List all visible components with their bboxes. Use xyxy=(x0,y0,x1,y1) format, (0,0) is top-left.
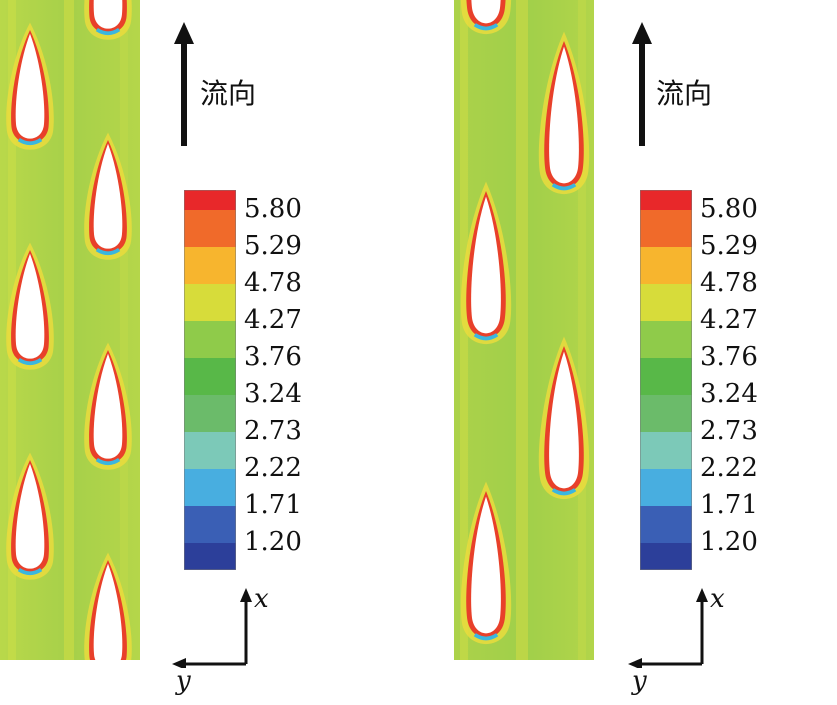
colorbar-label-10: 1.20 xyxy=(244,527,302,557)
colorbar-label-9: 1.71 xyxy=(700,490,758,520)
colorbar-swatch-9 xyxy=(640,469,692,506)
colorbar-swatch-7 xyxy=(640,395,692,432)
colorbar xyxy=(640,190,692,570)
colorbar-label-7: 2.73 xyxy=(244,416,302,446)
colorbar-label-10: 1.20 xyxy=(700,527,758,557)
colorbar-swatch-6 xyxy=(640,358,692,395)
colorbar-label-2: 5.29 xyxy=(700,231,758,261)
colorbar-label-2: 5.29 xyxy=(244,231,302,261)
colorbar-label-4: 4.27 xyxy=(244,305,302,335)
flow-direction-label: 流向 xyxy=(656,77,713,110)
colorbar-swatch-8 xyxy=(184,432,236,469)
colorbar-label-3: 4.78 xyxy=(244,268,302,298)
colorbar-swatch-2 xyxy=(640,210,692,247)
colorbar-swatch-9 xyxy=(184,469,236,506)
colorbar-label-4: 4.27 xyxy=(700,305,758,335)
colorbar-swatch-4 xyxy=(184,284,236,321)
y-axis-label: y xyxy=(632,666,647,696)
axis-arrows xyxy=(628,588,708,668)
colorbar-swatch-3 xyxy=(184,247,236,284)
left-panel: 流向 5.80 5.29 4.78 4.27 3.76 3.24 2.73 2.… xyxy=(0,0,410,705)
colorbar-label-6: 3.24 xyxy=(244,379,302,409)
colorbar-swatch-10 xyxy=(184,506,236,543)
colorbar-label-6: 3.24 xyxy=(700,379,758,409)
colorbar-label-3: 4.78 xyxy=(700,268,758,298)
colorbar-swatch-6 xyxy=(184,358,236,395)
colorbar-swatch-1 xyxy=(640,190,692,210)
colorbar-swatch-10 xyxy=(640,506,692,543)
axis-arrows xyxy=(172,588,252,668)
colorbar-label-8: 2.22 xyxy=(244,453,302,483)
colorbar-label-8: 2.22 xyxy=(700,453,758,483)
flow-arrow xyxy=(632,22,652,146)
right-panel: 流向 5.80 5.29 4.78 4.27 3.76 3.24 2.73 2.… xyxy=(450,0,837,705)
colorbar-swatch-8 xyxy=(640,432,692,469)
colorbar-swatch-2 xyxy=(184,210,236,247)
colorbar-label-5: 3.76 xyxy=(700,342,758,372)
colorbar-swatch-5 xyxy=(640,321,692,358)
colorbar-swatch-4 xyxy=(640,284,692,321)
colorbar-swatch-1 xyxy=(184,190,236,210)
colorbar-label-5: 3.76 xyxy=(244,342,302,372)
colorbar-label-1: 5.80 xyxy=(700,194,758,224)
colorbar-label-1: 5.80 xyxy=(244,194,302,224)
colorbar-label-7: 2.73 xyxy=(700,416,758,446)
colorbar-swatch-11 xyxy=(184,543,236,570)
left-contour-field xyxy=(0,0,140,660)
flow-direction-label: 流向 xyxy=(200,77,257,110)
colorbar-swatch-7 xyxy=(184,395,236,432)
flow-arrow xyxy=(174,22,194,146)
colorbar-swatch-3 xyxy=(640,247,692,284)
colorbar xyxy=(184,190,236,570)
x-axis-label: x xyxy=(710,584,725,614)
colorbar-swatch-5 xyxy=(184,321,236,358)
right-contour-field xyxy=(454,0,594,660)
colorbar-label-9: 1.71 xyxy=(244,490,302,520)
x-axis-label: x xyxy=(254,584,269,614)
y-axis-label: y xyxy=(176,666,191,696)
colorbar-swatch-11 xyxy=(640,543,692,570)
